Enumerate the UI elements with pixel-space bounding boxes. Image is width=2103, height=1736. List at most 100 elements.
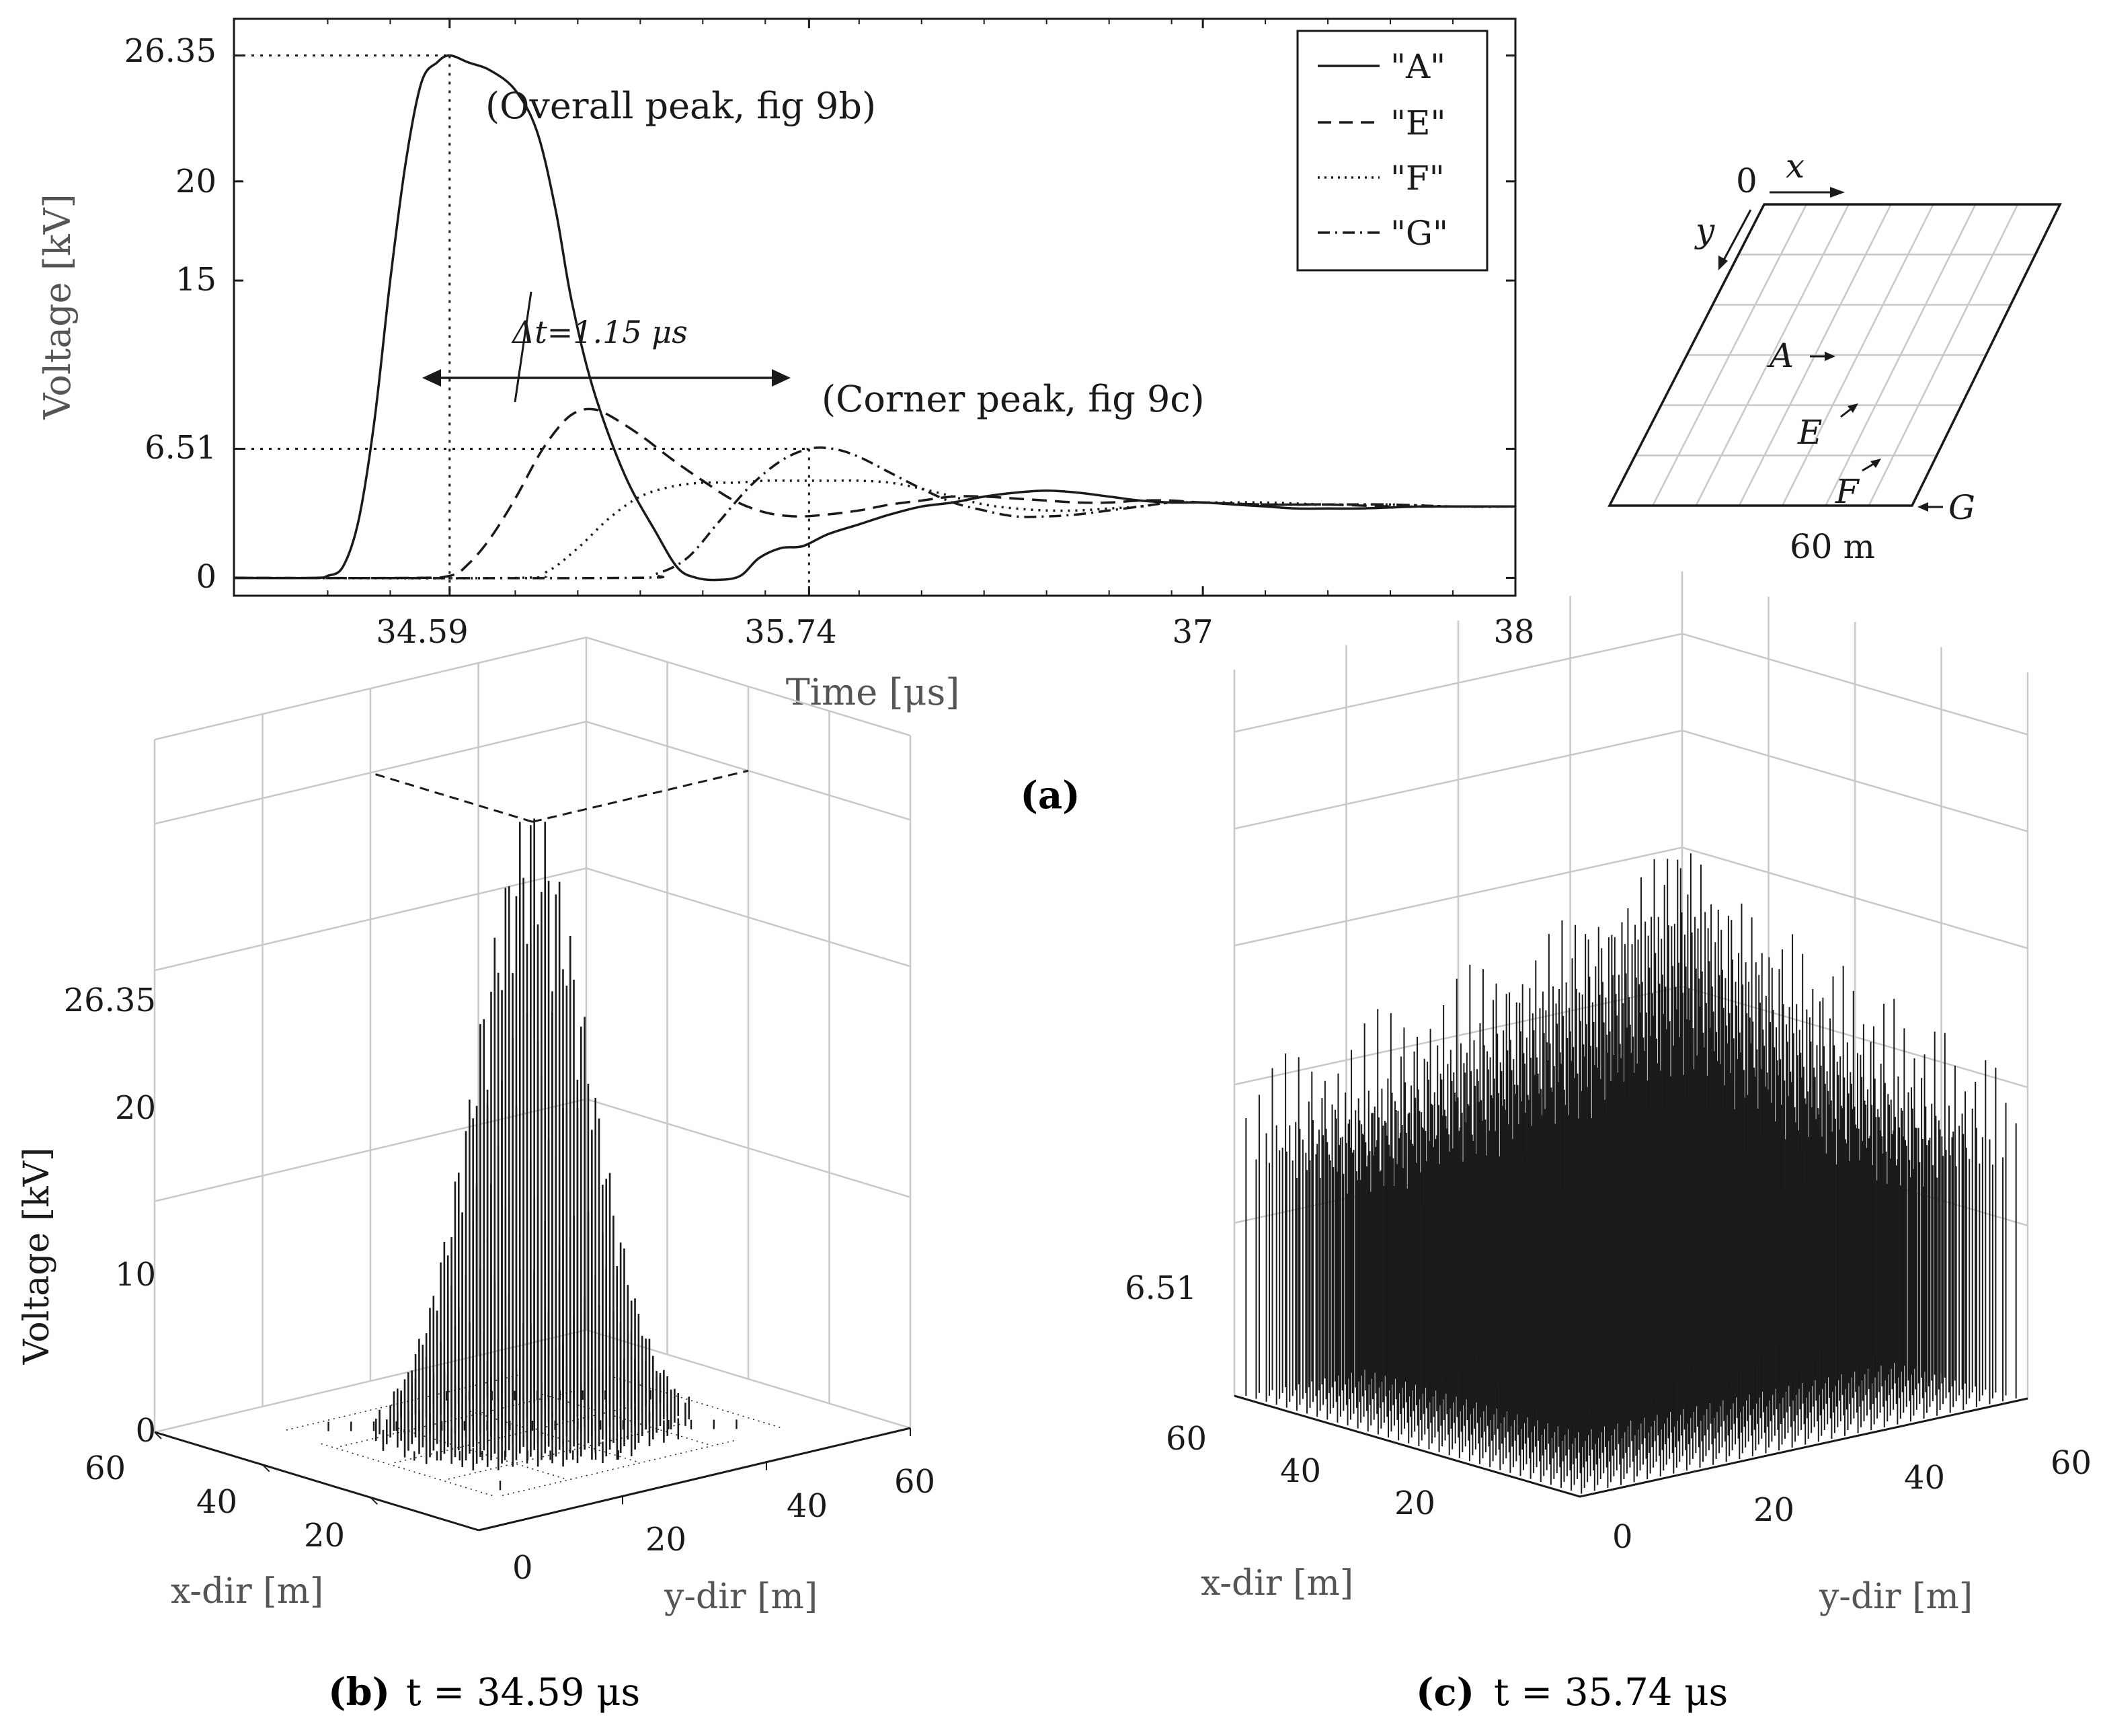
panel-a-caption: (a): [1020, 773, 1080, 818]
inset-width-label: 60 m: [1790, 527, 1875, 566]
y-tick-label: 0: [512, 1549, 533, 1587]
inset-point-g: G: [1948, 488, 1975, 527]
x-tick-label: 40: [1280, 1452, 1321, 1490]
x-tick-label: 38: [1493, 613, 1534, 651]
inset-y-arrow: [1720, 209, 1752, 266]
x-tick-label: 20: [1394, 1485, 1435, 1522]
inset-point-g-arrowhead: [1917, 502, 1928, 512]
panel-a-line-chart: 26.35 20 15 6.51 0 34.59 35.74 37 38 Tim…: [36, 17, 2062, 818]
legend-label-e: "E": [1390, 104, 1446, 143]
x-tick-label: 60: [85, 1450, 126, 1487]
delta-t-annotation: Δt=1.15 μs: [511, 314, 688, 350]
inset-y-arrowhead: [1718, 255, 1728, 270]
legend-label-f: "F": [1390, 159, 1445, 198]
panel-b-x-tick: [262, 1464, 270, 1472]
y-tick-label: 40: [1904, 1459, 1945, 1497]
panel-c-3d-bars: 6.51 60 40 20 0 20 40 60 x-dir [m] y-dir…: [1125, 571, 2092, 1714]
y-axis-label: Voltage [kV]: [36, 194, 79, 420]
y-tick-label: 20: [1753, 1491, 1794, 1529]
legend: "A" "E" "F" "G": [1296, 30, 1489, 272]
x-tick-label: 20: [304, 1517, 345, 1554]
corner-peak-annotation: (Corner peak, fig 9c): [822, 378, 1205, 420]
z-tick-label: 10: [115, 1256, 156, 1294]
series-line-e: [233, 407, 1515, 580]
inset-point-a: A: [1767, 336, 1794, 375]
y-tick-label: 20: [645, 1521, 686, 1559]
x-tick-label: 35.74: [744, 613, 836, 651]
x-tick-label: 34.59: [376, 613, 468, 651]
grid-inset-diagram: 0 x y A E F G 60 m: [1608, 147, 2062, 566]
inset-point-e: E: [1797, 413, 1823, 452]
inset-point-e-arrowhead: [1848, 403, 1858, 413]
annotation-pointer: [514, 291, 532, 403]
x-axis-label: x-dir [m]: [171, 1571, 323, 1612]
delta-t-arrow: [422, 369, 791, 387]
x-tick-label: 40: [196, 1483, 237, 1521]
y-tick-label: 15: [175, 261, 216, 299]
panel-c-base-outline: [1234, 1394, 2028, 1498]
panel-b-bars: [327, 818, 738, 1491]
panel-b-peak-guide: [370, 771, 533, 823]
panel-b-x-tick: [370, 1497, 379, 1505]
inset-point-a-arrowhead: [1825, 352, 1835, 361]
x-axis-label: Time [μs]: [786, 671, 960, 713]
y-tick-label: 0: [196, 558, 216, 596]
panel-b-caption-label: (b): [328, 1670, 390, 1714]
y-tick-label: 0: [1612, 1518, 1633, 1556]
x-tick-label: 37: [1172, 613, 1213, 651]
panel-c-caption-label: (c): [1416, 1670, 1474, 1714]
plot-frame-a: [233, 17, 1517, 597]
inset-x-label: x: [1786, 147, 1804, 186]
panel-b-level-line: [154, 721, 911, 825]
inset-origin-label: 0: [1736, 161, 1757, 200]
panel-b-peak-guide: [532, 769, 749, 823]
z-tick-label: 20: [115, 1089, 156, 1127]
inset-outline: [1608, 203, 2062, 507]
panel-b-level-line: [154, 1098, 911, 1202]
legend-label-a: "A": [1390, 47, 1445, 86]
inset-x-arrowhead: [1830, 187, 1845, 198]
z-tick-label: 26.35: [64, 982, 156, 1019]
series-line-f: [233, 479, 1516, 580]
inset-y-label: y: [1694, 211, 1715, 250]
y-tick-label: 60: [2051, 1444, 2092, 1482]
y-axis-label: y-dir [m]: [1819, 1577, 1973, 1617]
overall-peak-annotation: (Overall peak, fig 9b): [485, 85, 876, 127]
panel-c-bars: [1234, 853, 2028, 1498]
panel-c-level-line: [1234, 729, 2028, 832]
y-tick-label: 20: [175, 163, 216, 200]
panel-b-x-axis: [154, 1431, 479, 1532]
panel-b-floor-grid: [502, 1439, 736, 1497]
inset-point-f: F: [1835, 472, 1860, 511]
peak-guide-lines: [234, 54, 810, 596]
z-tick-label: 0: [135, 1412, 156, 1450]
panel-b-level-line: [154, 867, 911, 972]
y-tick-label: 40: [787, 1487, 828, 1525]
panel-c-level-line: [1234, 846, 2028, 949]
y-tick-label: 6.51: [145, 429, 216, 467]
y-tick-label: 60: [894, 1463, 935, 1501]
y-tick-label: 26.35: [124, 32, 216, 70]
panel-b-peak-guides: [370, 769, 749, 823]
z-axis-label: Voltage [kV]: [17, 1148, 57, 1366]
panel-b-level-line: [154, 636, 911, 741]
x-axis-label: x-dir [m]: [1201, 1563, 1353, 1604]
panel-b-level-line: [154, 1329, 911, 1433]
panel-c-caption-text: t = 35.74 μs: [1494, 1671, 1728, 1714]
inset-grid-lines: [1635, 204, 2036, 506]
y-axis-label: y-dir [m]: [664, 1577, 818, 1617]
x-tick-label: 60: [1166, 1420, 1207, 1458]
z-tick-label: 6.51: [1125, 1269, 1197, 1307]
panel-c-level-line: [1234, 633, 2028, 736]
panel-b-caption-text: t = 34.59 μs: [406, 1671, 640, 1714]
series-line-g: [233, 446, 1516, 580]
axis-ticks: [234, 19, 1517, 596]
legend-label-g: "G": [1390, 214, 1448, 253]
inset-point-f-arrowhead: [1870, 459, 1881, 468]
panel-b-x-tick: [154, 1431, 162, 1439]
panel-b-3d-bars: 26.35 20 10 0 Voltage [kV] 60 40 20 0 20…: [17, 636, 935, 1714]
panel-b-back-grid: [153, 636, 912, 1433]
series-lines: [233, 54, 1516, 582]
panel-b-y-axis: [478, 1427, 911, 1532]
